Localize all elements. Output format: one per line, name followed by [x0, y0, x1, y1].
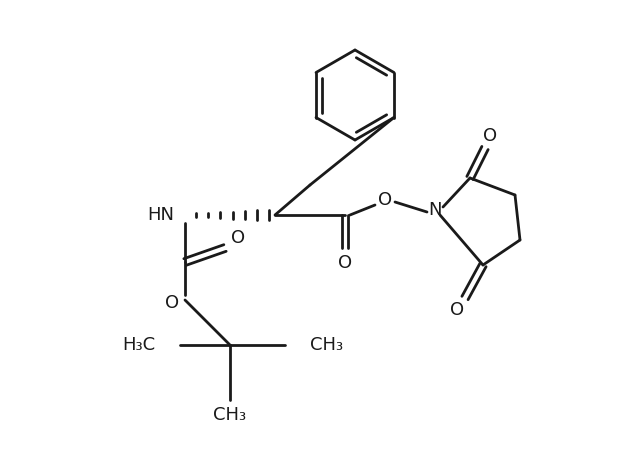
- Text: N: N: [428, 201, 442, 219]
- Text: O: O: [483, 127, 497, 145]
- Text: H₃C: H₃C: [122, 336, 155, 354]
- Text: O: O: [231, 229, 245, 247]
- Text: O: O: [450, 301, 464, 319]
- Text: O: O: [338, 254, 352, 272]
- Text: CH₃: CH₃: [213, 406, 246, 424]
- Text: O: O: [165, 294, 179, 312]
- Text: HN: HN: [147, 206, 174, 224]
- Text: O: O: [378, 191, 392, 209]
- Text: CH₃: CH₃: [310, 336, 343, 354]
